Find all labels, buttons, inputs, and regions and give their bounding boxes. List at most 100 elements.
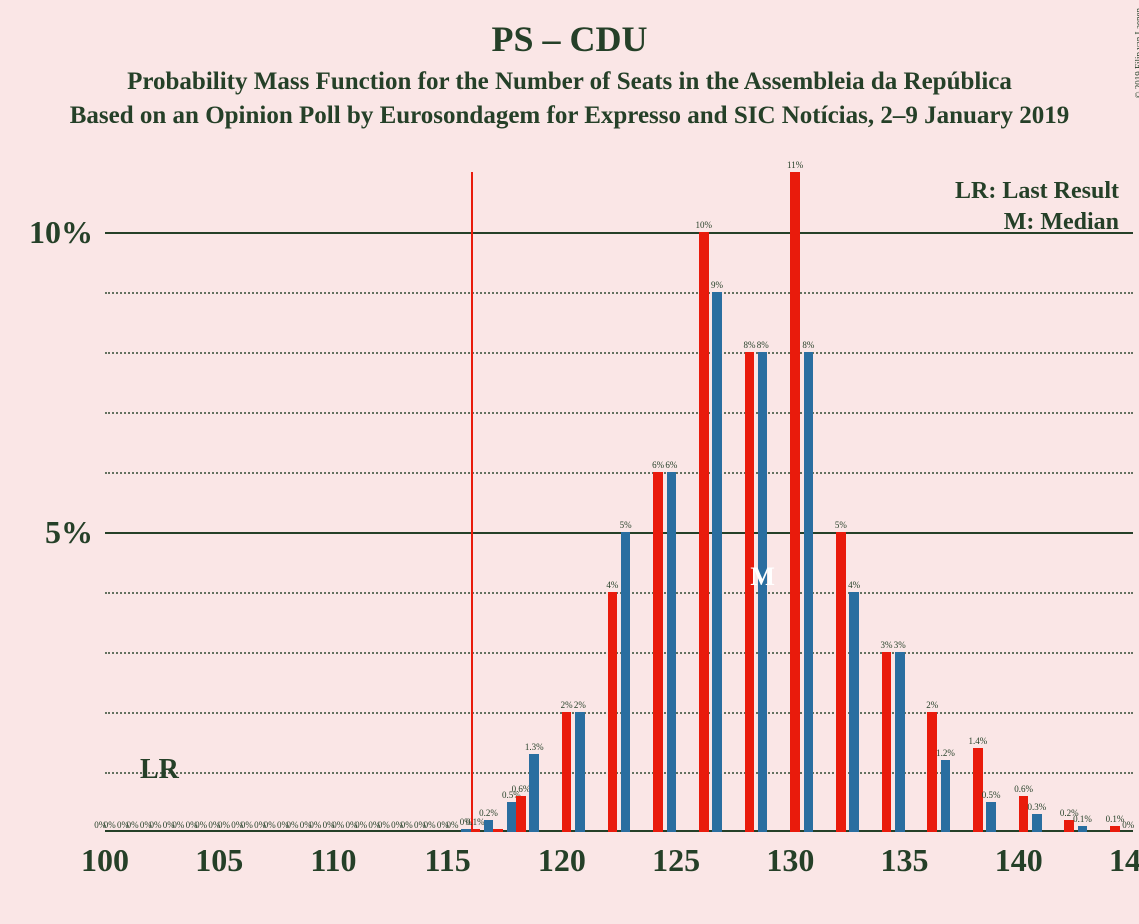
bar-value-label: 0.5% (982, 790, 1001, 800)
bar-series-b: 8% (745, 352, 755, 832)
y-axis-label: 5% (3, 514, 93, 551)
bar-value-label: 0.3% (1027, 802, 1046, 812)
gridline-minor (105, 592, 1133, 594)
bar-value-label: 0% (195, 820, 207, 830)
bar-value-label: 0% (287, 820, 299, 830)
copyright-text: © 2019 Filip van Laenen (1133, 8, 1139, 98)
bar-value-label: 3% (881, 640, 893, 650)
bar-value-label: 0.1% (466, 817, 485, 827)
bar-value-label: 5% (835, 520, 847, 530)
bar-value-label: 0% (401, 820, 413, 830)
gridline-minor (105, 472, 1133, 474)
bar-series-b: 4% (608, 592, 618, 832)
bar-series-a: 1.2% (941, 760, 951, 832)
bar-series-a: 0.5% (507, 802, 517, 832)
chart-subtitle: Probability Mass Function for the Number… (0, 68, 1139, 96)
gridline-minor (105, 652, 1133, 654)
x-axis-label: 130 (766, 842, 814, 879)
bar-series-b: 2% (562, 712, 572, 832)
bar-series-b: 0.1% (1110, 826, 1120, 832)
bar-series-a: 4% (849, 592, 859, 832)
bar-value-label: 0% (355, 820, 367, 830)
gridline-minor (105, 712, 1133, 714)
bar-value-label: 0% (241, 820, 253, 830)
bar-series-a: 8% (758, 352, 768, 832)
bar-series-a: 6% (667, 472, 677, 832)
gridline-minor (105, 352, 1133, 354)
x-axis-label: 120 (538, 842, 586, 879)
bar-value-label: 11% (787, 160, 803, 170)
bar-value-label: 0% (127, 820, 139, 830)
x-axis-label: 115 (425, 842, 471, 879)
bar-value-label: 10% (696, 220, 713, 230)
bar-value-label: 0% (446, 820, 458, 830)
bar-series-b: 6% (653, 472, 663, 832)
bar-value-label: 8% (743, 340, 755, 350)
bar-value-label: 0% (218, 820, 230, 830)
bar-value-label: 1.2% (936, 748, 955, 758)
bar-series-a: 2% (575, 712, 585, 832)
bar-series-b: 5% (836, 532, 846, 832)
bar-value-label: 0% (149, 820, 161, 830)
bar-value-label: 4% (848, 580, 860, 590)
bar-series-a: 0.1% (1078, 826, 1088, 832)
bar-value-label: 0.2% (479, 808, 498, 818)
y-axis-label: 10% (3, 214, 93, 251)
x-axis-label: 105 (195, 842, 243, 879)
last-result-line (471, 172, 473, 832)
bar-value-label: 0% (104, 820, 116, 830)
bar-series-a: 0.2% (484, 820, 494, 832)
x-axis-label: 110 (310, 842, 356, 879)
gridline-major (105, 532, 1133, 534)
bar-series-a: 8% (804, 352, 814, 832)
chart-container: PS – CDU Probability Mass Function for t… (0, 0, 1139, 924)
plot-area: 5%10%LR0%0%0%0%0%0%0%0%0%0%0%0%0%0%0%0%0… (105, 172, 1133, 832)
title-block: PS – CDU Probability Mass Function for t… (0, 0, 1139, 130)
chart-title: PS – CDU (0, 18, 1139, 60)
bar-value-label: 2% (574, 700, 586, 710)
bar-value-label: 2% (926, 700, 938, 710)
bar-series-a: 9% (712, 292, 722, 832)
bar-value-label: 1.3% (525, 742, 544, 752)
bar-value-label: 6% (652, 460, 664, 470)
bar-value-label: 5% (620, 520, 632, 530)
bar-value-label: 0% (1122, 820, 1134, 830)
last-result-label: LR (140, 754, 179, 786)
bar-series-b: 10% (699, 232, 709, 832)
bar-value-label: 0% (309, 820, 321, 830)
bar-value-label: 0% (424, 820, 436, 830)
bar-value-label: 0.6% (1014, 784, 1033, 794)
bar-series-b: 11% (790, 172, 800, 832)
bar-value-label: 0.1% (1073, 814, 1092, 824)
median-label: M (750, 562, 775, 592)
bar-value-label: 0% (332, 820, 344, 830)
x-axis-label: 135 (881, 842, 929, 879)
bar-value-label: 0.6% (512, 784, 531, 794)
bar-series-a: 5% (621, 532, 631, 832)
bar-value-label: 0% (378, 820, 390, 830)
bar-series-b: 2% (927, 712, 937, 832)
chart-source: Based on an Opinion Poll by Eurosondagem… (0, 102, 1139, 130)
bar-series-b (493, 829, 503, 832)
bar-value-label: 3% (894, 640, 906, 650)
x-axis-label: 100 (81, 842, 129, 879)
bar-value-label: 0% (172, 820, 184, 830)
bar-series-a: 1.3% (529, 754, 539, 832)
bar-series-a: 3% (895, 652, 905, 832)
gridline-minor (105, 292, 1133, 294)
bar-value-label: 9% (711, 280, 723, 290)
bar-value-label: 6% (665, 460, 677, 470)
gridline-major (105, 232, 1133, 234)
gridline-minor (105, 412, 1133, 414)
bar-value-label: 8% (757, 340, 769, 350)
x-axis-label: 125 (652, 842, 700, 879)
bar-series-b: 3% (882, 652, 892, 832)
bar-series-a: 0% (461, 829, 471, 832)
bar-series-b: 0.6% (516, 796, 526, 832)
bar-series-a: 0.5% (986, 802, 996, 832)
bar-series-a: 0.3% (1032, 814, 1042, 832)
bar-value-label: 1.4% (969, 736, 988, 746)
bar-value-label: 4% (606, 580, 618, 590)
bar-value-label: 2% (561, 700, 573, 710)
bar-value-label: 8% (802, 340, 814, 350)
